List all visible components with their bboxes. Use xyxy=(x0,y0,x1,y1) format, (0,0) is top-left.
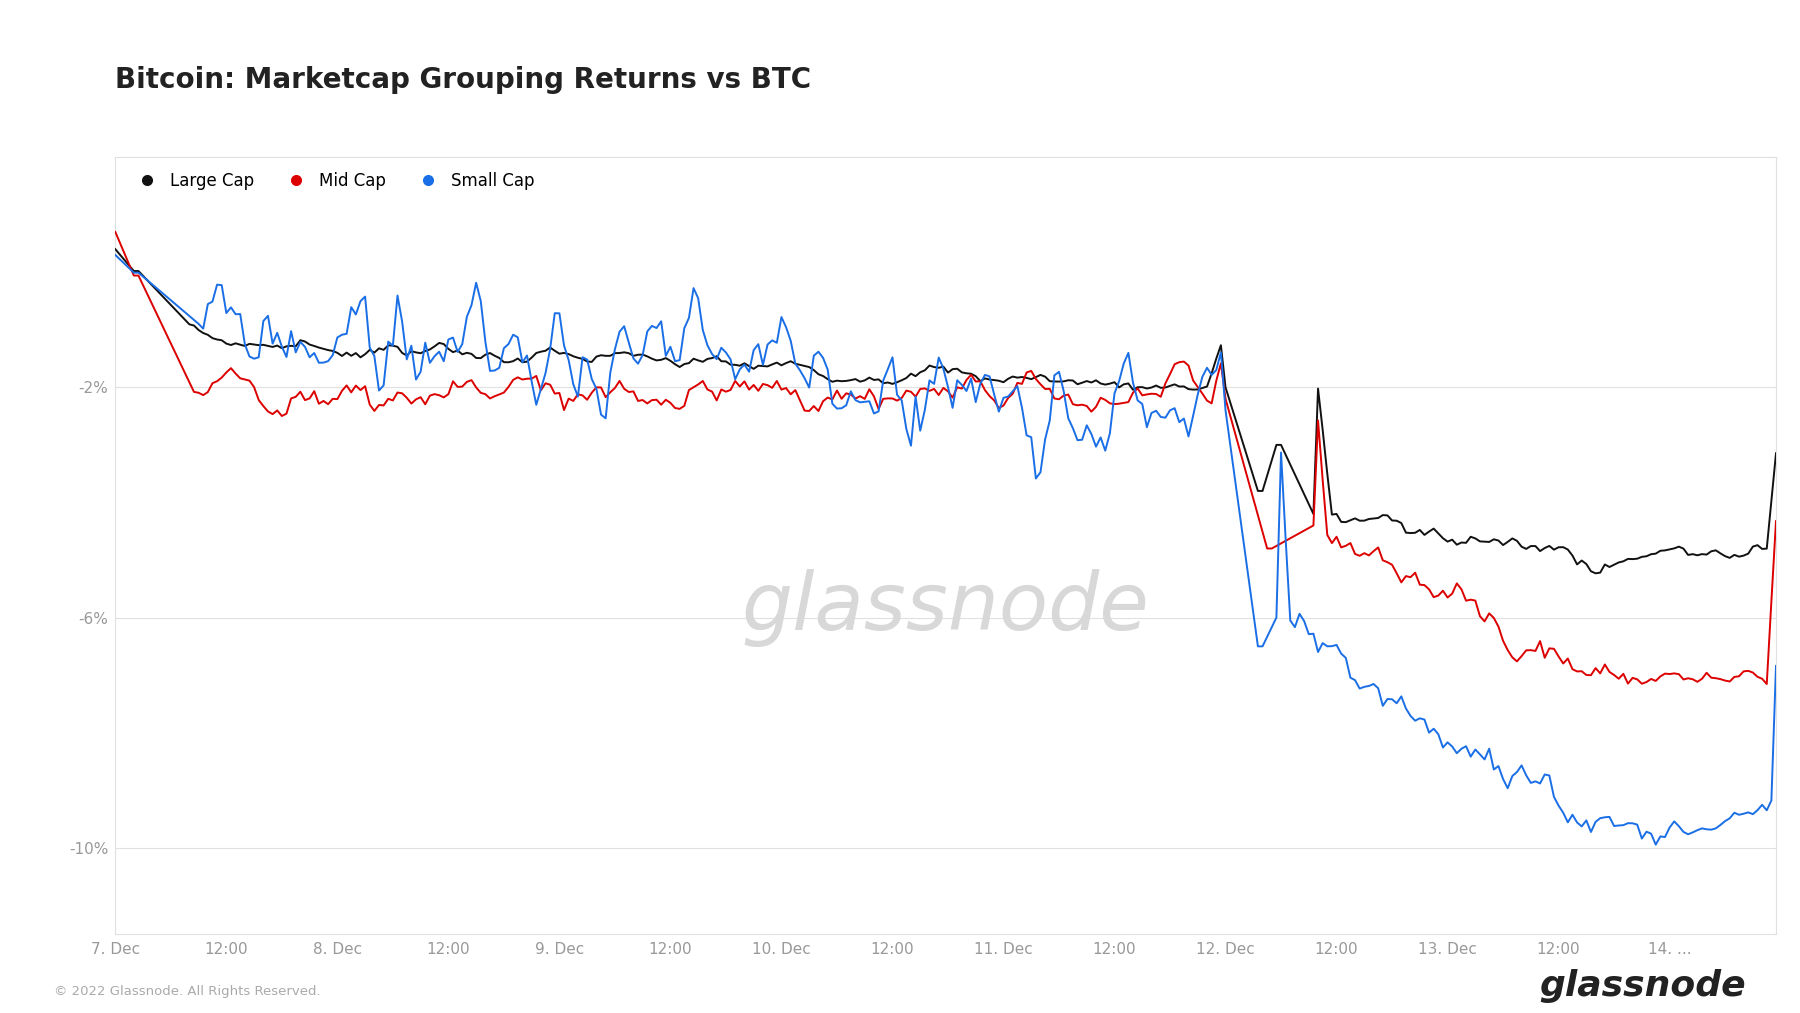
Text: © 2022 Glassnode. All Rights Reserved.: © 2022 Glassnode. All Rights Reserved. xyxy=(54,985,320,998)
Text: glassnode: glassnode xyxy=(1539,968,1746,1003)
Text: Bitcoin: Marketcap Grouping Returns vs BTC: Bitcoin: Marketcap Grouping Returns vs B… xyxy=(115,66,812,93)
Legend: Large Cap, Mid Cap, Small Cap: Large Cap, Mid Cap, Small Cap xyxy=(124,165,542,197)
Text: glassnode: glassnode xyxy=(742,568,1150,646)
